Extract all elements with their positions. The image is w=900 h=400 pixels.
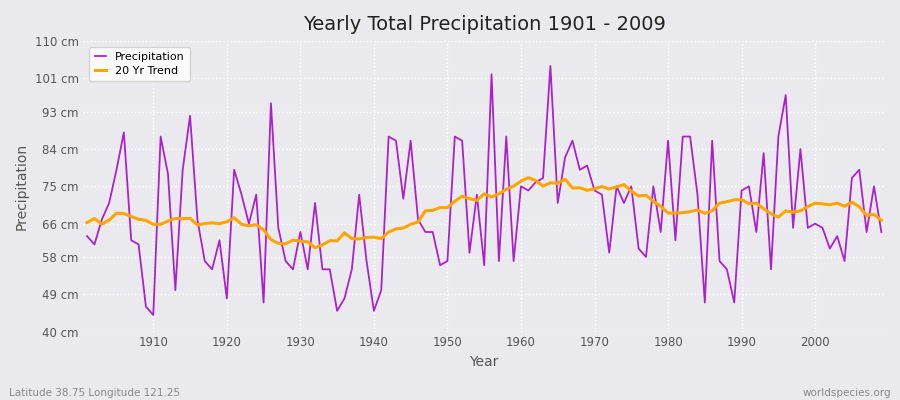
20 Yr Trend bbox=[302, 239, 313, 244]
Title: Yearly Total Precipitation 1901 - 2009: Yearly Total Precipitation 1901 - 2009 bbox=[302, 15, 666, 34]
20 Yr Trend bbox=[523, 175, 534, 180]
Precipitation bbox=[140, 304, 151, 309]
20 Yr Trend bbox=[310, 245, 320, 250]
Line: 20 Yr Trend: 20 Yr Trend bbox=[87, 178, 881, 248]
Y-axis label: Precipitation: Precipitation bbox=[15, 143, 29, 230]
Precipitation bbox=[148, 312, 158, 317]
X-axis label: Year: Year bbox=[470, 355, 499, 369]
Precipitation bbox=[876, 230, 886, 234]
Precipitation bbox=[310, 200, 320, 205]
20 Yr Trend bbox=[876, 218, 886, 223]
Line: Precipitation: Precipitation bbox=[87, 66, 881, 315]
Precipitation bbox=[545, 64, 556, 68]
Precipitation bbox=[82, 234, 93, 238]
Precipitation bbox=[516, 184, 526, 189]
20 Yr Trend bbox=[82, 220, 93, 225]
Precipitation bbox=[618, 200, 629, 205]
20 Yr Trend bbox=[140, 218, 151, 223]
Precipitation bbox=[354, 192, 364, 197]
Precipitation bbox=[523, 188, 534, 193]
Text: Latitude 38.75 Longitude 121.25: Latitude 38.75 Longitude 121.25 bbox=[9, 388, 180, 398]
Text: worldspecies.org: worldspecies.org bbox=[803, 388, 891, 398]
Legend: Precipitation, 20 Yr Trend: Precipitation, 20 Yr Trend bbox=[89, 47, 190, 81]
20 Yr Trend bbox=[516, 179, 526, 184]
20 Yr Trend bbox=[354, 236, 364, 241]
20 Yr Trend bbox=[530, 178, 541, 183]
20 Yr Trend bbox=[618, 182, 629, 187]
